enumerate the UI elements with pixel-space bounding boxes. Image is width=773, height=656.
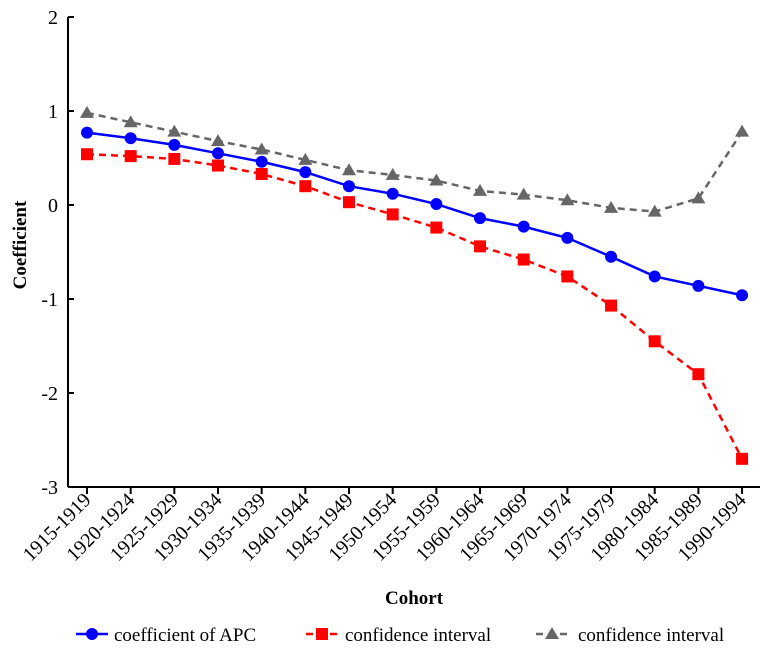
data-point (648, 335, 661, 348)
data-point (124, 150, 137, 163)
data-point (560, 193, 575, 206)
data-point (691, 191, 706, 204)
data-point (561, 270, 574, 283)
data-point (605, 250, 618, 263)
series-line (86, 111, 744, 213)
y-tick-label: -2 (41, 383, 58, 405)
data-point (605, 299, 618, 312)
data-point (386, 208, 399, 221)
data-point (516, 187, 531, 200)
legend-label: confidence interval (578, 625, 724, 646)
data-point (212, 147, 225, 160)
data-point (517, 253, 530, 266)
data-point (343, 196, 356, 209)
plot-area: 210-1-2-31915-19191920-19241925-19291930… (19, 7, 760, 566)
y-tick-label: 1 (48, 101, 58, 123)
data-point (124, 132, 137, 145)
data-point (736, 289, 749, 302)
series-line (86, 131, 743, 297)
data-point (386, 187, 399, 200)
legend: coefficient of APC confidence interval con… (76, 625, 724, 646)
data-point (212, 159, 225, 172)
legend-marker (545, 627, 559, 639)
data-point (473, 183, 488, 196)
legend-label: confidence interval (345, 625, 491, 646)
data-point (604, 200, 619, 213)
data-point (429, 173, 444, 186)
data-point (168, 152, 181, 165)
data-point (298, 152, 313, 165)
data-point (692, 279, 705, 292)
data-point (81, 148, 93, 161)
data-point (692, 368, 705, 381)
data-point (254, 142, 269, 155)
data-point (474, 240, 487, 253)
data-point (648, 270, 661, 283)
data-point (167, 124, 182, 137)
data-point (342, 163, 357, 176)
legend-marker (86, 628, 98, 640)
data-point (517, 220, 530, 233)
x-axis-title: Cohort (385, 588, 444, 609)
data-point (647, 204, 662, 217)
data-point (255, 167, 268, 180)
data-point (735, 124, 750, 137)
data-point (474, 212, 487, 225)
data-point (123, 115, 138, 128)
data-point (736, 452, 749, 465)
data-point (385, 167, 400, 180)
y-tick-label: -3 (41, 477, 58, 499)
data-point (561, 231, 574, 244)
data-point (211, 134, 226, 147)
y-tick-label: 0 (48, 195, 58, 217)
data-point (255, 155, 268, 168)
legend-label: coefficient of APC (114, 625, 256, 646)
data-point (299, 166, 312, 179)
data-point (80, 105, 94, 118)
data-point (81, 126, 93, 139)
legend-marker (316, 628, 328, 640)
data-point (299, 180, 312, 193)
y-tick-label: 2 (48, 7, 58, 29)
data-point (343, 180, 356, 193)
y-axis-title: Coefficient (10, 200, 31, 289)
data-point (168, 138, 181, 151)
data-point (430, 221, 443, 234)
series-line (86, 152, 744, 460)
y-tick-label: -1 (41, 289, 58, 311)
data-point (430, 198, 443, 211)
